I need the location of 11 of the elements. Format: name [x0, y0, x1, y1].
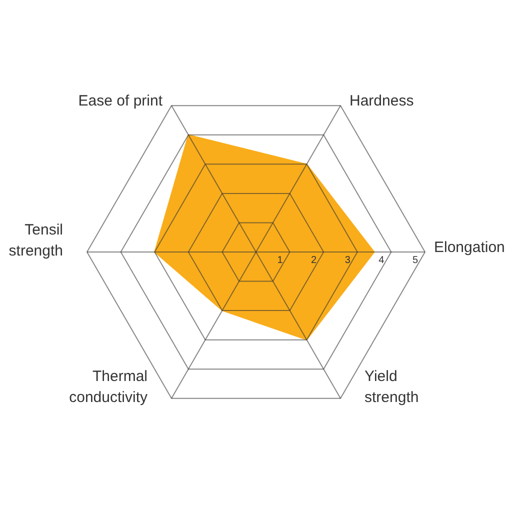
y-tick-label: 1 — [277, 255, 284, 266]
y-tick-label: 3 — [344, 255, 351, 266]
y-tick-label: 5 — [412, 255, 418, 266]
spoke-label: Tensil strength — [8, 221, 63, 259]
spoke-label: Thermal conductivity — [69, 367, 148, 406]
spoke-label: Hardness — [350, 92, 414, 110]
y-tick-label: 4 — [378, 255, 385, 266]
y-tick-label: 2 — [311, 255, 318, 266]
spoke-label: Yield strength — [364, 367, 419, 406]
spoke-label: Ease of print — [78, 92, 164, 110]
spoke-label: Elongation — [434, 238, 505, 256]
